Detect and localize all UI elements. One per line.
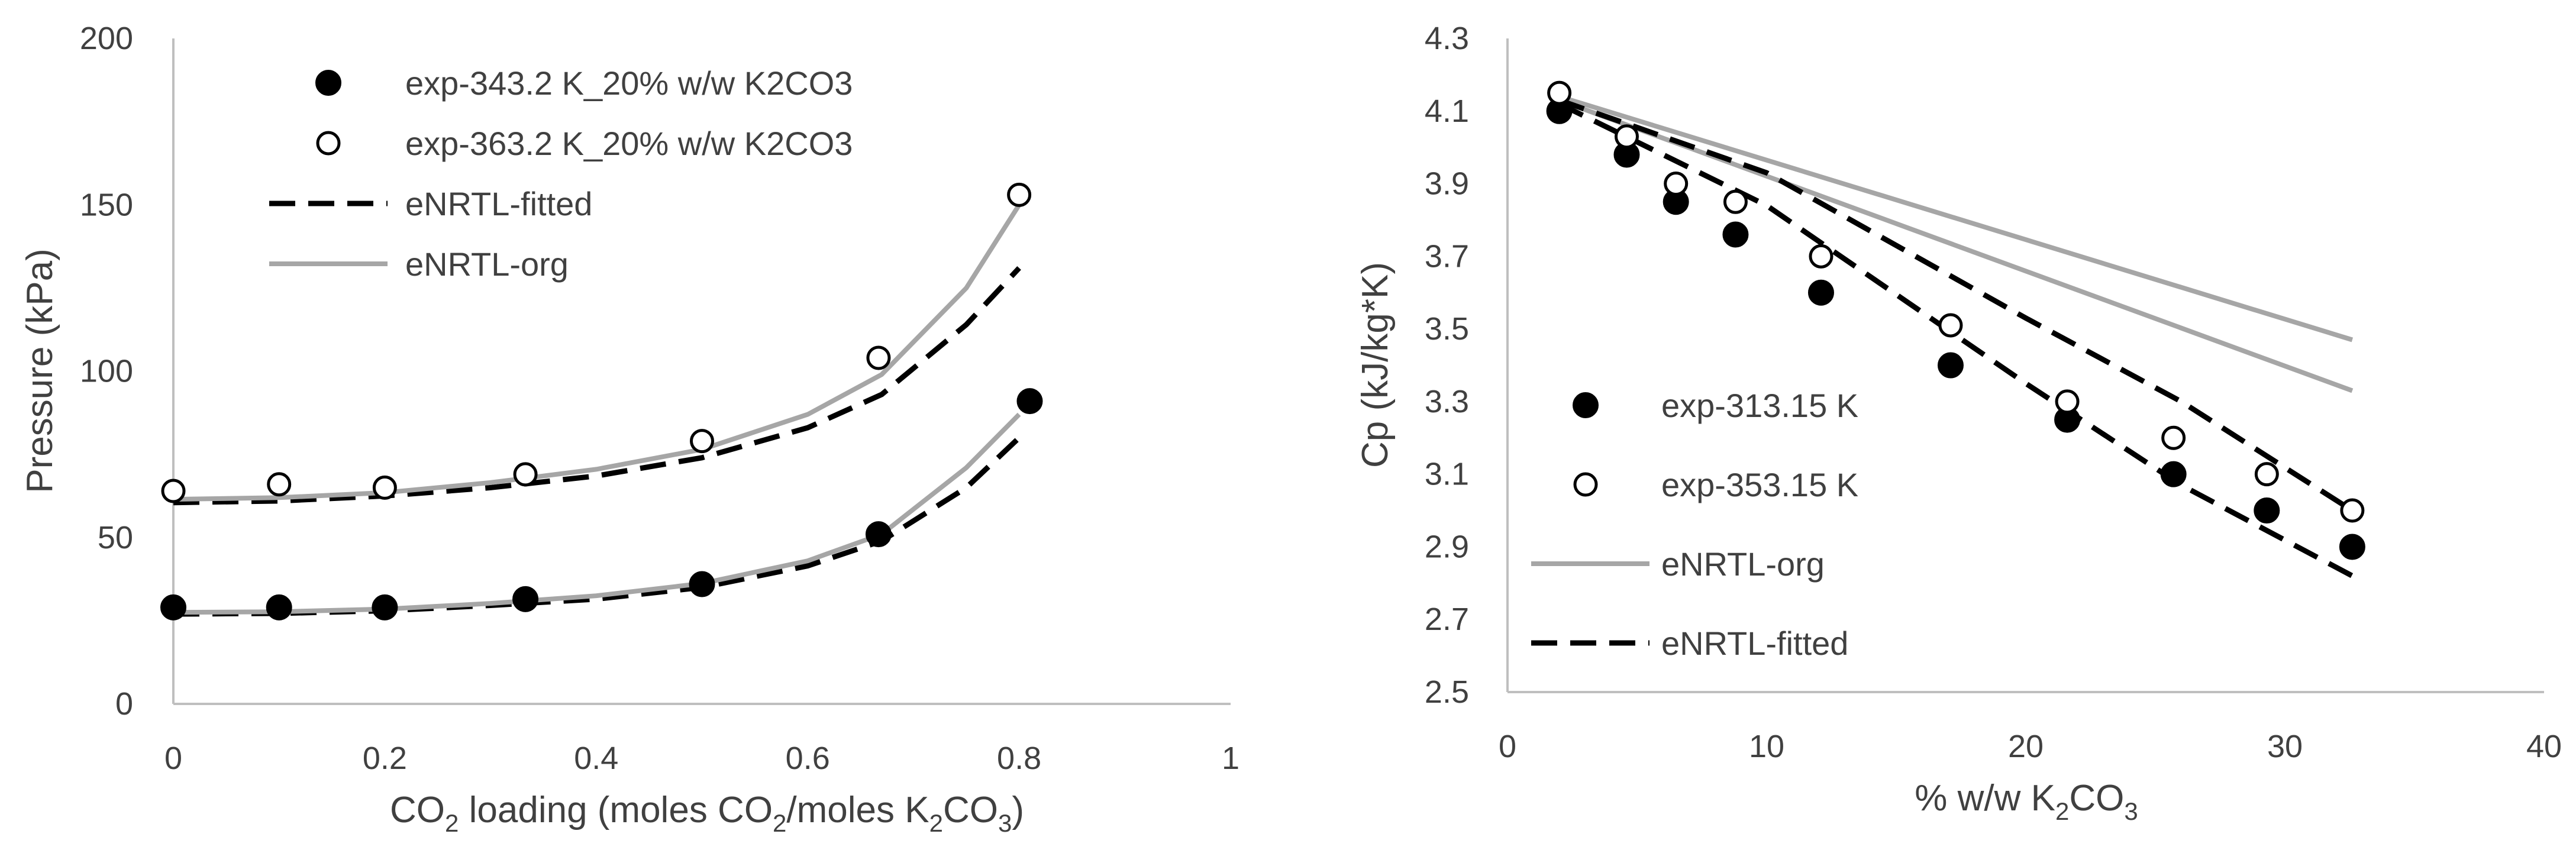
right-legend-label-exp-313-15-k: exp-313.15 K [1661, 387, 1858, 424]
left-y-tick-label: 50 [98, 520, 133, 555]
right-enrtl-fitted-curve-2 [1558, 101, 2354, 578]
right-y-tick-label: 4.1 [1425, 93, 1469, 129]
left-exp-363-2-k-20-w-w-k2co3-point [267, 472, 292, 497]
right-exp-353-15-k-point [1723, 189, 1748, 214]
right-y-tick-label: 3.9 [1425, 166, 1469, 202]
right-legend: exp-313.15 K exp-353.15 K eNRTL-org eNRTL-f… [1531, 387, 1858, 662]
left-legend-label-enrtl-org: eNRTL-org [405, 245, 569, 283]
right-exp-353-15-k-point [1938, 313, 1963, 338]
left-legend-marker-exp-343-2-k-20-w-w-k2co3 [315, 70, 341, 96]
left-x-tick-label: 0.8 [997, 741, 1041, 776]
left-legend-marker-exp-363-2-k-20-w-w-k2co3 [316, 131, 341, 156]
left-x-tick-label: 0.4 [574, 741, 618, 776]
left-exp-343-2-k-20-w-w-k2co3-point [160, 594, 186, 620]
left-exp-343-2-k-20-w-w-k2co3-point [372, 594, 398, 620]
right-y-tick-label: 3.1 [1425, 457, 1469, 492]
left-legend-label-exp-363-2-k-20-w-w-k2co3: exp-363.2 K_20% w/w K2CO3 [405, 125, 853, 162]
right-x-tick-label: 40 [2526, 729, 2562, 764]
right-y-tick-label: 2.9 [1425, 529, 1469, 564]
left-exp-343-2-k-20-w-w-k2co3-point [865, 521, 892, 548]
left-y-tick-labels: 0 50 100 150 200 [80, 21, 133, 722]
right-exp-353-15-k-point [1664, 172, 1689, 196]
right-exp-353-15-k-point [2161, 425, 2186, 450]
right-x-axis-title: % w/w K2CO3 [1915, 778, 2138, 825]
right-y-tick-label: 4.3 [1425, 21, 1469, 56]
right-y-tick-label: 3.3 [1425, 384, 1469, 419]
right-exp-353-15-k-point [2340, 498, 2365, 523]
right-legend-marker-exp-353-15-k [1573, 472, 1598, 497]
right-y-tick-label: 3.5 [1425, 311, 1469, 347]
left-exp-343-2-k-20-w-w-k2co3-point [266, 594, 292, 620]
right-exp-313-15-k-point [1722, 221, 1749, 248]
right-y-axis-title: Cp (kJ/kg*K) [1355, 262, 1396, 468]
left-exp-363-2-k-20-w-w-k2co3-point [690, 429, 714, 454]
left-y-tick-label: 100 [80, 354, 133, 389]
left-plot-area [160, 182, 1043, 620]
left-y-axis-title: Pressure (kPa) [20, 248, 60, 493]
right-legend-marker-exp-313-15-k [1573, 392, 1599, 418]
right-y-tick-label: 2.7 [1425, 602, 1469, 637]
left-exp-363-2-k-20-w-w-k2co3-point [1007, 182, 1032, 207]
left-y-tick-label: 0 [115, 686, 133, 722]
right-enrtl-org-curve-1 [1558, 94, 2354, 342]
left-x-tick-label: 1 [1222, 741, 1239, 776]
left-exp-363-2-k-20-w-w-k2co3-point [513, 462, 538, 487]
left-exp-363-2-k-20-w-w-k2co3-point [866, 345, 891, 370]
left-x-tick-label: 0.2 [363, 741, 407, 776]
right-y-tick-labels: 2.5 2.7 2.9 3.1 3.3 3.5 3.7 3.9 4.1 4.3 [1425, 21, 1469, 710]
left-exp-343-2-k-20-w-w-k2co3-point [512, 586, 539, 612]
right-legend-label-exp-353-15-k: exp-353.15 K [1661, 466, 1858, 503]
right-legend-label-enrtl-fitted: eNRTL-fitted [1661, 625, 1848, 662]
right-exp-353-15-k-point [1809, 244, 1833, 269]
left-y-tick-label: 200 [80, 21, 133, 56]
right-exp-313-15-k-point [2254, 497, 2280, 524]
right-x-tick-label: 10 [1749, 729, 1784, 764]
right-exp-353-15-k-point [2254, 462, 2279, 487]
right-y-tick-label: 2.5 [1425, 674, 1469, 710]
right-x-tick-label: 20 [2008, 729, 2044, 764]
left-legend-label-exp-343-2-k-20-w-w-k2co3: exp-343.2 K_20% w/w K2CO3 [405, 64, 853, 102]
left-y-tick-label: 150 [80, 187, 133, 222]
right-exp-313-15-k-point [2339, 534, 2365, 560]
right-legend-label-enrtl-org: eNRTL-org [1661, 545, 1825, 583]
right-x-tick-labels: 0 10 20 30 40 [1499, 729, 2562, 764]
left-x-tick-label: 0.6 [786, 741, 830, 776]
right-exp-353-15-k-point [1547, 80, 1572, 105]
left-enrtl-org-curve-2 [173, 203, 1021, 502]
right-plot-area [1546, 80, 2365, 578]
left-exp-343-2-k-20-w-w-k2co3-point [689, 571, 715, 597]
right-x-tick-label: 30 [2267, 729, 2303, 764]
chart-cp-vs-concentration: 2.5 2.7 2.9 3.1 3.3 3.5 3.7 3.9 4.1 4.3 0 10 20 30 40… [1355, 21, 2562, 825]
left-x-axis-title: CO2 loading (moles CO2/moles K2CO3) [390, 790, 1024, 837]
right-exp-353-15-k-point [2055, 389, 2080, 414]
right-exp-353-15-k-point [1614, 124, 1639, 149]
chart-pressure-vs-loading: 0 50 100 150 200 0 0.2 0.4 0.6 0.8 1 Pressure (kP… [20, 21, 1239, 837]
left-exp-363-2-k-20-w-w-k2co3-point [372, 475, 397, 500]
left-exp-363-2-k-20-w-w-k2co3-point [161, 479, 186, 503]
right-exp-313-15-k-point [1937, 352, 1964, 379]
right-enrtl-fitted-curve-1 [1558, 98, 2354, 513]
left-enrtl-fitted-curve-2 [173, 266, 1021, 506]
right-exp-313-15-k-point [1807, 279, 1834, 306]
left-legend: exp-343.2 K_20% w/w K2CO3 exp-363.2 K_20%… [269, 64, 853, 283]
right-y-tick-label: 3.7 [1425, 238, 1469, 274]
left-enrtl-org-curve-1 [173, 412, 1021, 615]
left-exp-343-2-k-20-w-w-k2co3-point [1016, 388, 1043, 415]
right-exp-313-15-k-point [2160, 461, 2187, 487]
left-x-tick-labels: 0 0.2 0.4 0.6 0.8 1 [164, 741, 1239, 776]
left-x-tick-label: 0 [164, 741, 182, 776]
right-x-tick-label: 0 [1499, 729, 1516, 764]
left-legend-label-enrtl-fitted: eNRTL-fitted [405, 185, 592, 222]
